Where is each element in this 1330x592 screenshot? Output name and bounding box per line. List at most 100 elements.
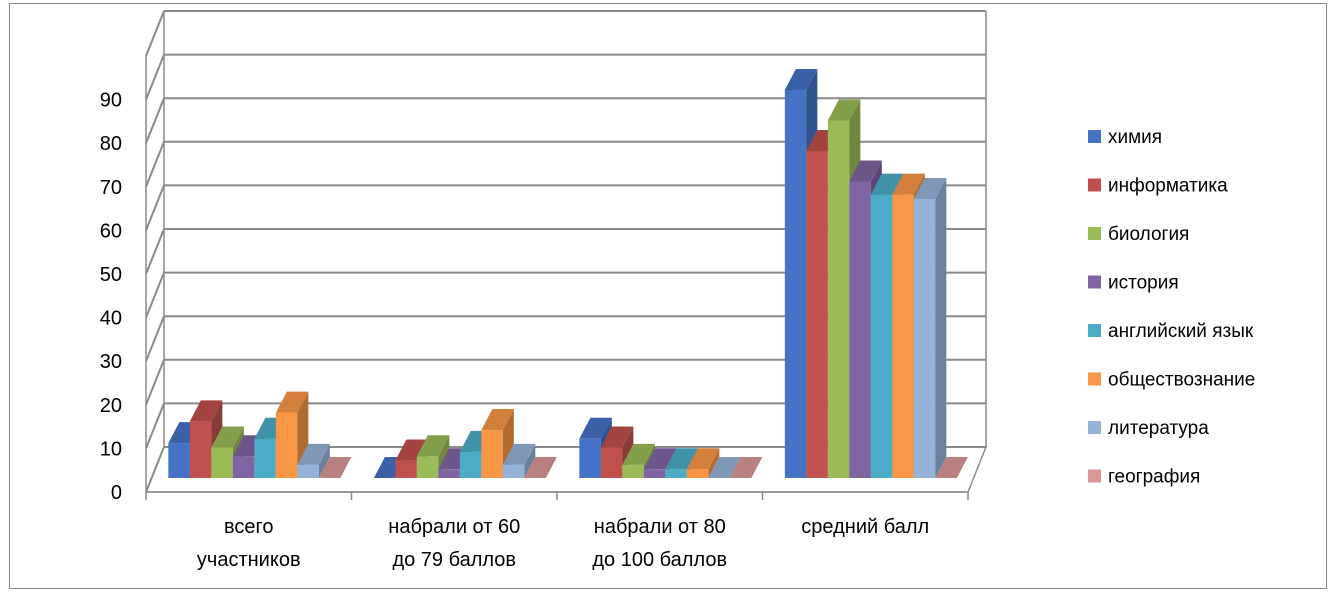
legend-label: биология [1108, 224, 1189, 245]
legend-swatch [1088, 275, 1101, 289]
bar-front [502, 464, 525, 478]
bar-top [913, 177, 947, 199]
legend-item: география [1088, 467, 1200, 488]
side-wall-line [145, 185, 165, 231]
bar-top [211, 426, 244, 448]
bar-top [729, 457, 763, 478]
bar-side [708, 448, 720, 478]
bar-top [189, 400, 223, 422]
bar [297, 443, 330, 478]
bar-front [913, 198, 936, 478]
side-wall-line [145, 446, 165, 493]
bar-front [579, 438, 601, 478]
bar [686, 448, 720, 478]
legend-label: обществознание [1108, 370, 1255, 391]
bar [913, 177, 947, 478]
side-wall-line [145, 10, 165, 57]
bar [275, 391, 309, 478]
side-wall-line [145, 141, 165, 188]
bar-front [849, 181, 871, 478]
y-tick-label: 30 [100, 351, 122, 373]
bar-front [189, 421, 212, 478]
bar-top [395, 439, 428, 461]
legend-swatch [1088, 324, 1101, 337]
bar-front [643, 469, 666, 478]
bar-top [481, 409, 514, 431]
bar-front [254, 438, 276, 478]
legend-item: литература [1088, 418, 1209, 439]
legend-label: история [1108, 273, 1179, 294]
x-category-label: всего участников [197, 516, 301, 571]
y-tick-label: 50 [100, 264, 122, 286]
bar [708, 457, 741, 478]
x-category-label: набрали от 60 до 79 баллов [388, 516, 520, 571]
bar-top [579, 417, 612, 439]
bar-top [827, 99, 861, 121]
legend-item: химия [1088, 127, 1162, 148]
x-category-label: набрали от 80 до 100 баллов [592, 516, 727, 571]
legend-label: литература [1108, 418, 1209, 439]
chart-bars [168, 68, 968, 479]
bar-top [524, 457, 557, 478]
bar-top [622, 443, 655, 465]
bar-top [416, 435, 450, 457]
bar-front [870, 194, 893, 478]
legend-label: информатика [1108, 176, 1228, 197]
bar-top [297, 443, 330, 465]
bar-front [275, 412, 298, 478]
legend-swatch [1088, 178, 1101, 192]
bar-front [459, 451, 482, 478]
bar-side [318, 443, 330, 478]
bar-front [297, 464, 319, 478]
bar-side [524, 443, 536, 478]
bar-top [643, 448, 677, 470]
bar-front [892, 194, 914, 478]
y-tick-label: 0 [111, 482, 122, 504]
bar-front [232, 456, 255, 478]
chart-frame [9, 3, 1327, 589]
legend-item: информатика [1088, 176, 1228, 197]
bar-top [275, 391, 309, 413]
bar-top [849, 160, 882, 182]
y-tick-label: 60 [100, 220, 122, 242]
bar-front [784, 89, 807, 479]
bar-front [827, 120, 850, 478]
y-tick-label: 20 [100, 395, 122, 417]
bar-top [784, 68, 818, 90]
legend-swatch [1088, 130, 1101, 143]
x-category-label: средний балл [801, 516, 929, 538]
bar-front [665, 469, 687, 478]
side-wall-line [145, 272, 165, 318]
side-wall-line [145, 315, 165, 362]
bar-front [600, 447, 623, 478]
bar-top [708, 457, 741, 478]
y-tick-label: 40 [100, 308, 122, 330]
bar-front [481, 430, 503, 478]
bar-top [935, 457, 968, 478]
bar-top [600, 426, 634, 448]
legend-swatch [1088, 227, 1101, 240]
bar-front [686, 469, 709, 478]
bar-front [438, 469, 460, 478]
bar-top [502, 443, 536, 465]
bar [729, 457, 763, 478]
chart-axes: 0 10 20 30 40 50 60 70 80 90 всего участников набрал… [100, 56, 969, 571]
y-tick-label: 10 [100, 438, 122, 460]
side-wall-line [145, 54, 165, 100]
side-wall-line [145, 97, 165, 144]
y-tick-label: 90 [100, 90, 122, 112]
bar-front [168, 443, 190, 478]
legend-label: химия [1108, 127, 1162, 148]
y-tick-label: 70 [100, 177, 122, 199]
bar [502, 443, 536, 478]
legend-item: обществознание [1088, 370, 1255, 391]
bar [935, 457, 968, 478]
bar-top [870, 173, 904, 195]
bar-top [892, 173, 925, 195]
bar-top [665, 448, 698, 470]
bar-top [686, 448, 720, 470]
bar-front [395, 460, 417, 478]
bar-front [211, 447, 233, 478]
legend-swatch [1088, 469, 1101, 483]
